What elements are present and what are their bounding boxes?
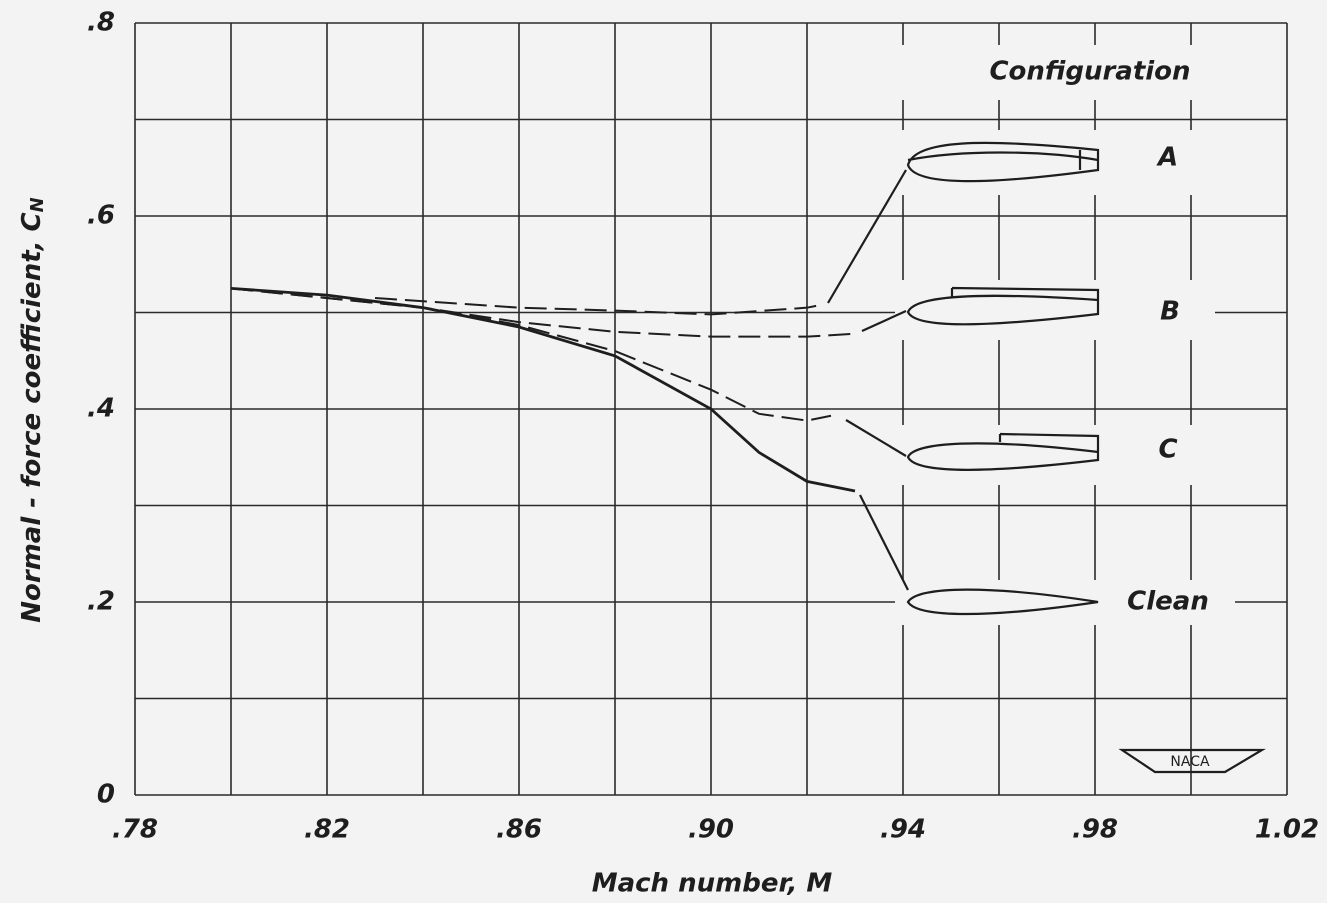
legend-label: B [1160,297,1180,327]
series [230,286,856,493]
y-tick-label: .6 [87,201,115,231]
y-tick-label: .4 [87,394,115,424]
series-line [230,286,856,493]
x-tick-label: .90 [688,815,734,845]
y-tick-label: .8 [87,8,115,38]
y-axis-label-main: Normal - force coefficient, C [17,212,47,622]
x-tick-label: .94 [880,815,926,845]
y-axis-label: Normal - force coefficient, CN [17,197,49,622]
legend-label: A [1156,143,1178,173]
series-line [374,297,822,316]
y-axis-label-subscript: N [27,197,48,212]
series-line [230,287,832,422]
logo-text: NACA [1170,754,1210,770]
airfoils: NACA [827,141,1267,774]
x-tick-label: .86 [496,815,542,845]
x-axis-label: Mach number, M [592,869,833,899]
x-tick-label: .82 [304,815,350,845]
legend-bg [890,45,1230,100]
x-tick-label: 1.02 [1255,815,1319,845]
y-tick-label: 0 [97,780,115,810]
legend-bg [895,580,1235,625]
x-tick-label: .78 [112,815,158,845]
legend-label: Clean [1127,587,1209,617]
y-tick-label: .2 [87,587,115,617]
legend-title: Configuration [989,57,1190,87]
legend-bg [895,130,1215,195]
x-tick-label: .98 [1072,815,1118,845]
legend-label: C [1158,435,1177,465]
